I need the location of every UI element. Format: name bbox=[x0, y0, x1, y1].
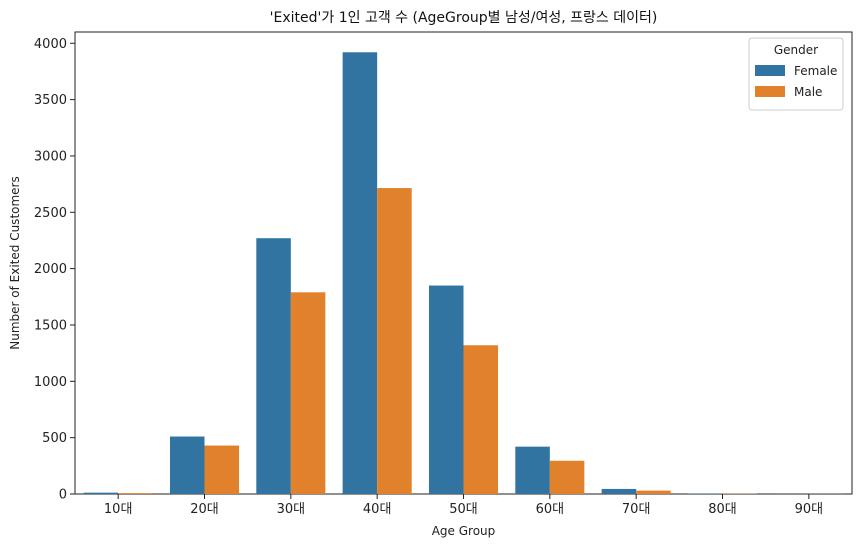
chart-title: 'Exited'가 1인 고객 수 (AgeGroup별 남성/여성, 프랑스 … bbox=[270, 10, 658, 26]
x-axis-label: Age Group bbox=[432, 524, 496, 538]
legend: Gender Female Male bbox=[748, 37, 844, 111]
bar-female-0 bbox=[83, 492, 119, 494]
y-axis-label: Number of Exited Customers bbox=[8, 176, 22, 349]
legend-label-male: Male bbox=[794, 85, 822, 99]
bar-female-6 bbox=[601, 488, 637, 494]
y-tick-label-7: 3500 bbox=[34, 93, 67, 108]
x-tick-label-7: 80대 bbox=[708, 502, 737, 517]
bar-female-5 bbox=[515, 446, 550, 494]
bar-male-6 bbox=[636, 490, 671, 494]
y-tick-label-0: 0 bbox=[59, 488, 67, 503]
bar-male-3 bbox=[377, 188, 412, 494]
legend-swatch-male bbox=[755, 86, 785, 97]
x-tick-label-6: 70대 bbox=[622, 502, 651, 517]
x-tick-label-2: 30대 bbox=[277, 502, 306, 517]
y-tick-label-8: 4000 bbox=[34, 37, 67, 52]
bar-male-1 bbox=[204, 445, 240, 494]
bar-female-3 bbox=[342, 52, 378, 494]
legend-title: Gender bbox=[774, 43, 818, 57]
x-tick-label-1: 20대 bbox=[190, 502, 219, 517]
bar-female-2 bbox=[256, 238, 291, 494]
legend-swatch-female bbox=[755, 65, 785, 76]
x-tick-label-4: 50대 bbox=[449, 502, 478, 517]
bar-male-0 bbox=[118, 493, 153, 494]
bar-male-4 bbox=[463, 345, 499, 494]
x-tick-label-5: 60대 bbox=[536, 502, 565, 517]
bar-female-4 bbox=[428, 285, 464, 494]
x-tick-label-8: 90대 bbox=[795, 502, 824, 517]
y-tick-label-5: 2500 bbox=[34, 206, 67, 221]
y-tick-label-6: 3000 bbox=[34, 149, 67, 164]
bar-female-1 bbox=[169, 436, 205, 494]
bar-male-5 bbox=[549, 460, 585, 494]
legend-label-female: Female bbox=[794, 64, 837, 78]
y-tick-label-4: 2000 bbox=[34, 262, 67, 277]
y-tick-label-1: 500 bbox=[42, 431, 67, 446]
y-tick-label-2: 1000 bbox=[34, 375, 67, 390]
x-tick-label-0: 10대 bbox=[104, 502, 133, 517]
y-tick-label-3: 1500 bbox=[34, 318, 67, 333]
x-tick-label-3: 40대 bbox=[363, 502, 392, 517]
bar-male-2 bbox=[290, 292, 326, 494]
